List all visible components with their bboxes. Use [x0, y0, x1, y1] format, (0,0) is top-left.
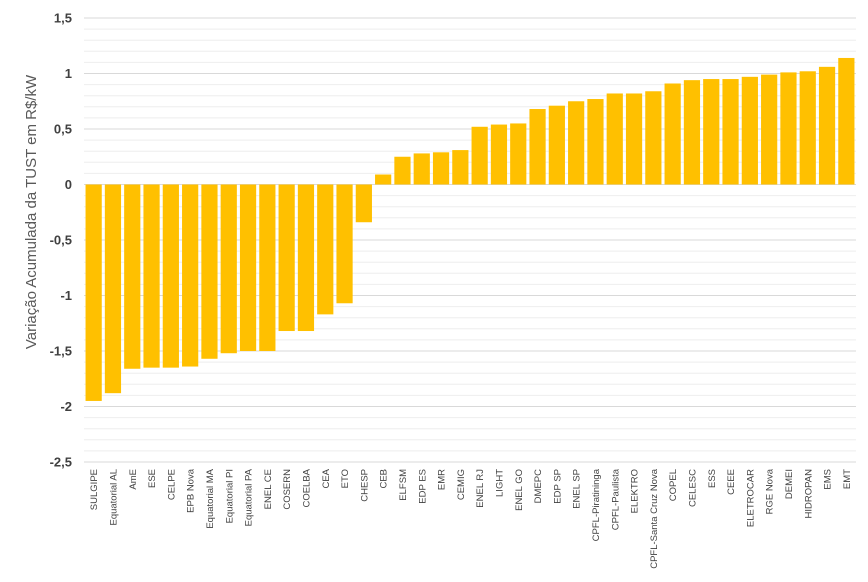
x-tick-label: COELBA: [301, 468, 312, 507]
y-tick-label: 1,5: [54, 11, 72, 26]
bar: [741, 76, 758, 185]
bar: [761, 74, 778, 185]
bar: [278, 184, 295, 332]
x-tick-label: Equatorial AL: [108, 469, 119, 526]
x-tick-label: Equatorial PI: [224, 469, 235, 523]
x-tick-label: CELESC: [687, 469, 698, 507]
bar: [606, 93, 623, 185]
x-tick-label: ELEKTRO: [630, 469, 641, 513]
x-tick-label: CPFL-Santa Cruz Nova: [649, 468, 660, 569]
bar: [413, 153, 430, 185]
bar: [394, 156, 411, 185]
x-tick-label: ENEL GO: [514, 469, 525, 511]
y-tick-labels: 1,5 1 0,5 0 -0,5 -1 -1,5 -2 -2,5: [50, 11, 72, 470]
bar: [297, 184, 315, 332]
x-tick-label: CHESP: [359, 469, 370, 502]
x-tick-label: ELFSM: [398, 469, 409, 501]
x-tick-label: EPB Nova: [186, 468, 197, 513]
bar: [432, 152, 450, 185]
x-tick-label: ENEL CE: [263, 469, 274, 509]
bar: [799, 71, 816, 185]
x-tick-label: COPEL: [668, 469, 679, 501]
bar: [568, 101, 585, 185]
bar: [838, 57, 855, 185]
bar: [664, 83, 681, 185]
x-tick-label: AmE: [128, 469, 139, 490]
y-tick-label: 1: [65, 66, 72, 81]
x-tick-labels: SULGIPE Equatorial AL AmE ESE CELPE EPB Nova E…: [89, 468, 853, 569]
bar: [722, 79, 739, 185]
bar: [259, 184, 276, 351]
x-tick-label: SULGIPE: [89, 469, 100, 510]
bar: [317, 184, 334, 315]
bar: [336, 184, 353, 304]
x-tick-label: EMT: [842, 469, 853, 489]
x-tick-label: DEMEI: [784, 469, 795, 499]
x-tick-label: ELETROCAR: [745, 469, 756, 527]
y-tick-label: -2: [60, 399, 72, 414]
bar: [625, 93, 643, 185]
bar: [645, 91, 662, 185]
bar: [818, 66, 836, 185]
bar: [471, 126, 488, 185]
y-tick-label: -0,5: [50, 233, 72, 248]
bar: [162, 184, 179, 368]
x-tick-label: EDP SP: [552, 469, 563, 504]
x-tick-label: ENEL RJ: [475, 469, 486, 508]
bar: [104, 184, 122, 394]
bar: [201, 184, 218, 359]
x-tick-label: HIDROPAN: [803, 469, 814, 519]
bar: [548, 105, 565, 185]
x-tick-label: CPFL-Piratininga: [591, 468, 602, 541]
bar: [452, 150, 469, 185]
bar: [587, 99, 604, 185]
x-tick-label: RGE Nova: [765, 468, 776, 514]
bar: [85, 184, 102, 401]
bar: [683, 80, 701, 185]
x-tick-label: EDP ES: [417, 469, 428, 504]
x-tick-label: Equatorial MA: [205, 468, 216, 528]
y-tick-label: 0,5: [54, 122, 72, 137]
y-tick-label: -1,5: [50, 344, 72, 359]
y-tick-label: 0: [65, 177, 72, 192]
bar: [490, 124, 508, 185]
bar: [239, 184, 257, 351]
x-tick-label: ETO: [340, 469, 351, 488]
x-tick-label: COSERN: [282, 469, 293, 510]
bar: [375, 174, 392, 185]
bar: [703, 79, 720, 185]
x-tick-label: CEEE: [726, 469, 737, 495]
y-tick-label: -1: [60, 288, 72, 303]
bars: [85, 57, 855, 401]
x-tick-label: CPFL-Paulista: [610, 468, 621, 530]
x-tick-label: DMEPC: [533, 469, 544, 503]
x-tick-label: Equatorial PA: [244, 468, 255, 526]
x-tick-label: EMS: [823, 469, 834, 490]
bar: [510, 123, 527, 185]
bar: [124, 184, 141, 369]
x-tick-label: CEA: [321, 468, 332, 488]
x-tick-label: ENEL SP: [572, 469, 583, 509]
x-tick-label: ESS: [707, 469, 718, 488]
bar: [143, 184, 160, 368]
x-tick-label: EMR: [437, 469, 448, 490]
y-tick-label: -2,5: [50, 455, 72, 470]
x-tick-label: ESE: [147, 469, 158, 488]
x-tick-label: LIGHT: [494, 469, 505, 497]
y-axis-label: Variação Acumulada da TUST em R$/kW: [23, 74, 40, 349]
bar: [220, 184, 237, 354]
bar: [182, 184, 199, 367]
bar: [780, 72, 797, 185]
bar: [529, 109, 546, 185]
x-tick-label: CELPE: [166, 469, 177, 500]
x-tick-label: CEMIG: [456, 469, 467, 500]
x-tick-label: CEB: [379, 469, 390, 489]
bar: [355, 184, 372, 223]
